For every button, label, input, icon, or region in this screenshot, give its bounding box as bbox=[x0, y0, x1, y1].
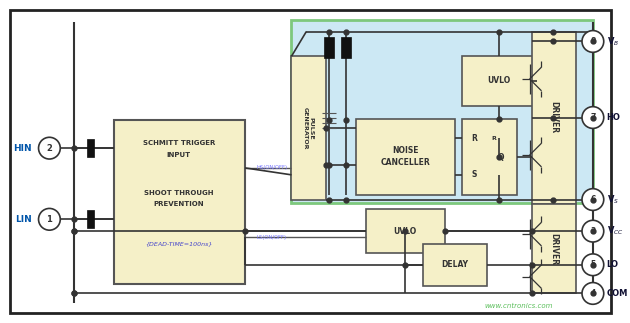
Bar bbox=[113, 120, 245, 284]
Text: Q: Q bbox=[498, 152, 504, 162]
Text: UVLO: UVLO bbox=[488, 77, 511, 86]
Circle shape bbox=[582, 254, 604, 276]
Circle shape bbox=[582, 107, 604, 129]
Bar bbox=[532, 204, 576, 293]
Text: 7: 7 bbox=[590, 113, 595, 122]
Text: 1: 1 bbox=[47, 215, 52, 224]
Bar bbox=[292, 20, 593, 203]
Text: LIN: LIN bbox=[15, 215, 32, 224]
Text: INPUT: INPUT bbox=[167, 152, 191, 158]
Bar bbox=[423, 244, 487, 286]
Bar bbox=[462, 119, 517, 194]
Text: UVLO: UVLO bbox=[394, 227, 417, 236]
Text: SHOOT THROUGH: SHOOT THROUGH bbox=[144, 190, 214, 196]
Text: PULSE
GENERATOR: PULSE GENERATOR bbox=[303, 107, 314, 150]
Circle shape bbox=[582, 220, 604, 242]
Text: HO: HO bbox=[607, 113, 621, 122]
Bar bbox=[341, 36, 351, 58]
Text: DELAY: DELAY bbox=[441, 260, 468, 269]
Text: S: S bbox=[472, 170, 477, 179]
Text: DRIVER: DRIVER bbox=[549, 101, 558, 134]
Text: NOISE: NOISE bbox=[392, 146, 418, 155]
Circle shape bbox=[582, 31, 604, 52]
Text: 3: 3 bbox=[590, 227, 595, 236]
Circle shape bbox=[38, 137, 60, 159]
Bar bbox=[356, 119, 454, 194]
Text: HIN: HIN bbox=[13, 144, 32, 153]
Text: LS(ON/OFF): LS(ON/OFF) bbox=[257, 234, 287, 240]
Text: {DEAD-TIME=100ns}: {DEAD-TIME=100ns} bbox=[145, 242, 212, 246]
Text: CANCELLER: CANCELLER bbox=[381, 159, 430, 168]
Text: R: R bbox=[471, 134, 478, 143]
Text: 6: 6 bbox=[590, 195, 595, 204]
Text: DRIVER: DRIVER bbox=[549, 233, 558, 265]
Text: R: R bbox=[491, 136, 496, 141]
Bar bbox=[532, 32, 576, 204]
Text: 2: 2 bbox=[47, 144, 52, 153]
Text: HS(ON/OFF): HS(ON/OFF) bbox=[257, 165, 288, 171]
Bar bbox=[292, 56, 326, 200]
Bar bbox=[324, 36, 334, 58]
Bar bbox=[87, 210, 94, 228]
Circle shape bbox=[582, 189, 604, 210]
Text: 8: 8 bbox=[590, 37, 595, 46]
Text: www.cntronics.com: www.cntronics.com bbox=[484, 303, 553, 309]
Text: 4: 4 bbox=[590, 289, 595, 298]
Text: V$_{CC}$: V$_{CC}$ bbox=[607, 225, 624, 237]
Text: LO: LO bbox=[607, 260, 619, 269]
Bar bbox=[462, 56, 537, 106]
Text: 5: 5 bbox=[590, 260, 595, 269]
Text: SCHMITT TRIGGER: SCHMITT TRIGGER bbox=[142, 140, 215, 146]
Bar bbox=[365, 209, 445, 253]
Text: V$_B$: V$_B$ bbox=[607, 35, 619, 48]
Bar bbox=[87, 139, 94, 157]
Circle shape bbox=[582, 283, 604, 304]
Circle shape bbox=[38, 208, 60, 230]
Text: PREVENTION: PREVENTION bbox=[154, 202, 204, 207]
Text: V$_S$: V$_S$ bbox=[607, 193, 619, 206]
Text: COM: COM bbox=[607, 289, 628, 298]
